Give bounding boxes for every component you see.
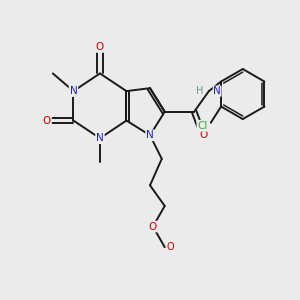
Text: O: O xyxy=(149,222,157,232)
Text: O: O xyxy=(167,242,174,252)
Text: H: H xyxy=(196,86,204,96)
Text: N: N xyxy=(70,86,77,96)
Text: N: N xyxy=(96,133,104,143)
Text: N: N xyxy=(213,86,221,96)
Text: N: N xyxy=(146,130,154,140)
Text: O: O xyxy=(199,130,207,140)
Text: Cl: Cl xyxy=(197,121,208,131)
Text: O: O xyxy=(43,116,51,126)
Text: O: O xyxy=(96,42,104,52)
